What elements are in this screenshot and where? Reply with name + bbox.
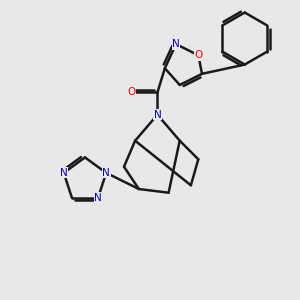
Text: O: O [194, 50, 202, 60]
Text: N: N [60, 168, 68, 178]
Text: N: N [154, 110, 161, 120]
Text: N: N [102, 168, 110, 178]
Text: N: N [94, 193, 102, 203]
Text: O: O [127, 87, 136, 98]
Text: N: N [172, 39, 180, 49]
